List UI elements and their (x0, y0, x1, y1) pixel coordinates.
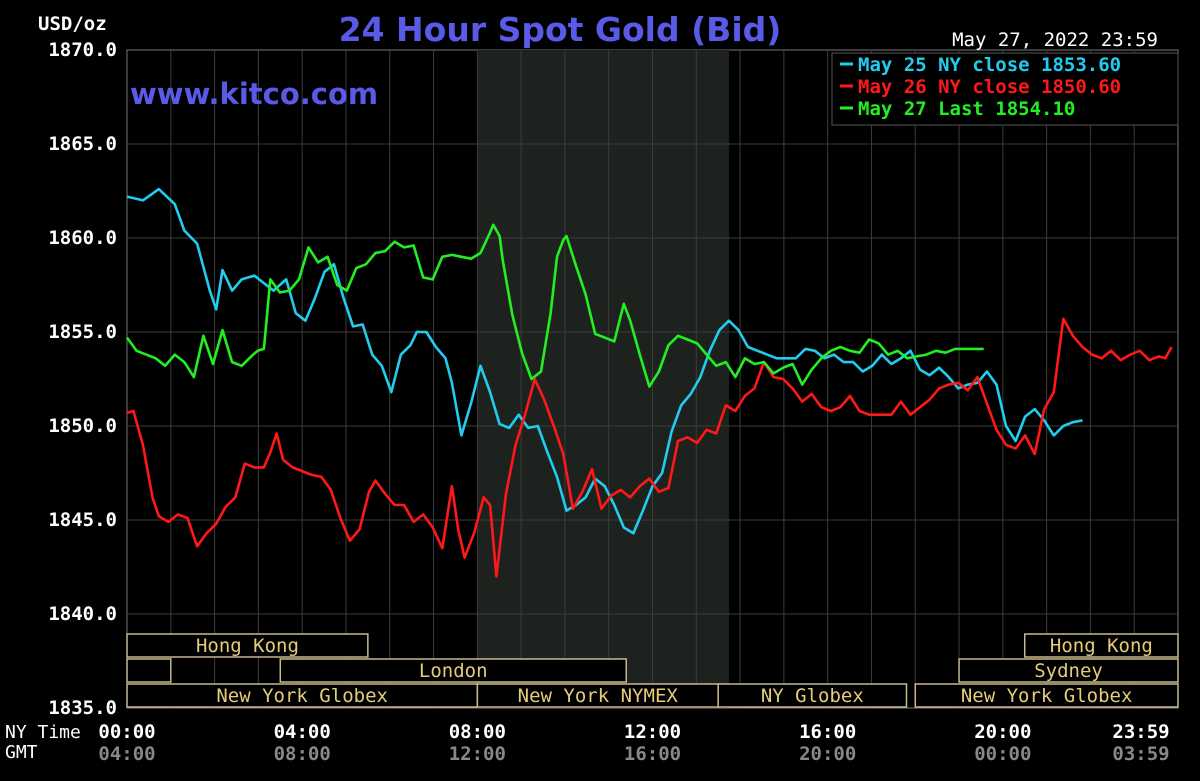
y-tick-label: 1865.0 (48, 133, 117, 155)
legend-label: May 27 Last 1854.10 (858, 98, 1075, 120)
session-box (914, 683, 1179, 708)
legend-entry: May 27 Last 1854.10 (840, 98, 1075, 120)
session-label: Hong Kong (1050, 635, 1153, 657)
session-label: NY Globex (761, 685, 864, 707)
x-tick-label: 16:00 (624, 743, 681, 765)
session-bar: Hong Kong (126, 633, 369, 658)
session-bar: NY Globex (717, 683, 908, 708)
session-bar: New York Globex (126, 683, 479, 708)
session-box (279, 658, 627, 683)
y-axis-ticks: 1870.0 1865.0 1860.0 1855.0 1850.0 1845.0 1840… (48, 39, 117, 719)
legend-label: May 26 NY close 1850.60 (858, 76, 1121, 98)
session-bar: Hong Kong (1023, 633, 1179, 658)
y-tick-label: 1870.0 (48, 39, 117, 61)
chart-timestamp: May 27, 2022 23:59 (952, 29, 1158, 51)
legend-label: May 25 NY close 1853.60 (858, 54, 1121, 76)
session-label: New York Globex (216, 685, 388, 707)
session-label: London (419, 660, 488, 682)
x-axis-row-label: NY Time (5, 722, 81, 743)
x-tick-label: 23:59 (1112, 721, 1169, 743)
y-tick-label: 1850.0 (48, 415, 117, 437)
plot-area (126, 49, 1179, 709)
watermark: www.kitco.com (130, 77, 378, 111)
series-line-2 (125, 223, 984, 388)
x-tick-label: 00:00 (98, 721, 155, 743)
session-label: New York Globex (961, 685, 1133, 707)
session-box (1023, 633, 1179, 658)
session-box (126, 658, 172, 683)
series-line-1 (126, 317, 1173, 578)
session-bar: London (279, 658, 627, 683)
x-axis-row-label: GMT (5, 742, 38, 763)
y-tick-label: 1835.0 (48, 697, 117, 719)
legend-entry: May 26 NY close 1850.60 (840, 76, 1121, 98)
nymex-shading (477, 50, 730, 708)
session-bar: New York NYMEX (476, 683, 719, 708)
market-sessions: Hong Kong London New York Globex New York N… (126, 633, 1179, 708)
y-tick-label: 1855.0 (48, 321, 117, 343)
legend-entry: May 25 NY close 1853.60 (840, 54, 1121, 76)
y-tick-label: 1860.0 (48, 227, 117, 249)
session-label: Hong Kong (196, 635, 299, 657)
session-box (126, 633, 369, 658)
y-tick-label: 1840.0 (48, 603, 117, 625)
session-bar: Sydney (958, 658, 1179, 683)
x-tick-label: 00:00 (974, 743, 1031, 765)
session-bar: New York Globex (914, 683, 1179, 708)
y-axis-label: USD/oz (38, 13, 107, 35)
x-tick-label: 04:00 (98, 743, 155, 765)
series-lines (125, 187, 1173, 578)
session-label: New York NYMEX (518, 685, 679, 707)
x-tick-label: 16:00 (799, 721, 856, 743)
x-tick-label: 08:00 (449, 721, 506, 743)
x-axis-ticks: NY Time 00:00 04:00 08:00 12:00 16:00 20:00 23:… (5, 721, 1170, 765)
session-bar (126, 658, 172, 683)
x-tick-label: 03:59 (1112, 743, 1169, 765)
y-tick-label: 1845.0 (48, 509, 117, 531)
session-box (958, 658, 1179, 683)
session-box (717, 683, 908, 708)
chart-title: 24 Hour Spot Gold (Bid) (339, 10, 782, 49)
session-label: Sydney (1034, 660, 1103, 682)
x-tick-label: 04:00 (274, 721, 331, 743)
x-tick-label: 20:00 (799, 743, 856, 765)
x-tick-label: 12:00 (449, 743, 506, 765)
x-tick-label: 20:00 (974, 721, 1031, 743)
x-tick-label: 12:00 (624, 721, 681, 743)
x-tick-label: 08:00 (274, 743, 331, 765)
